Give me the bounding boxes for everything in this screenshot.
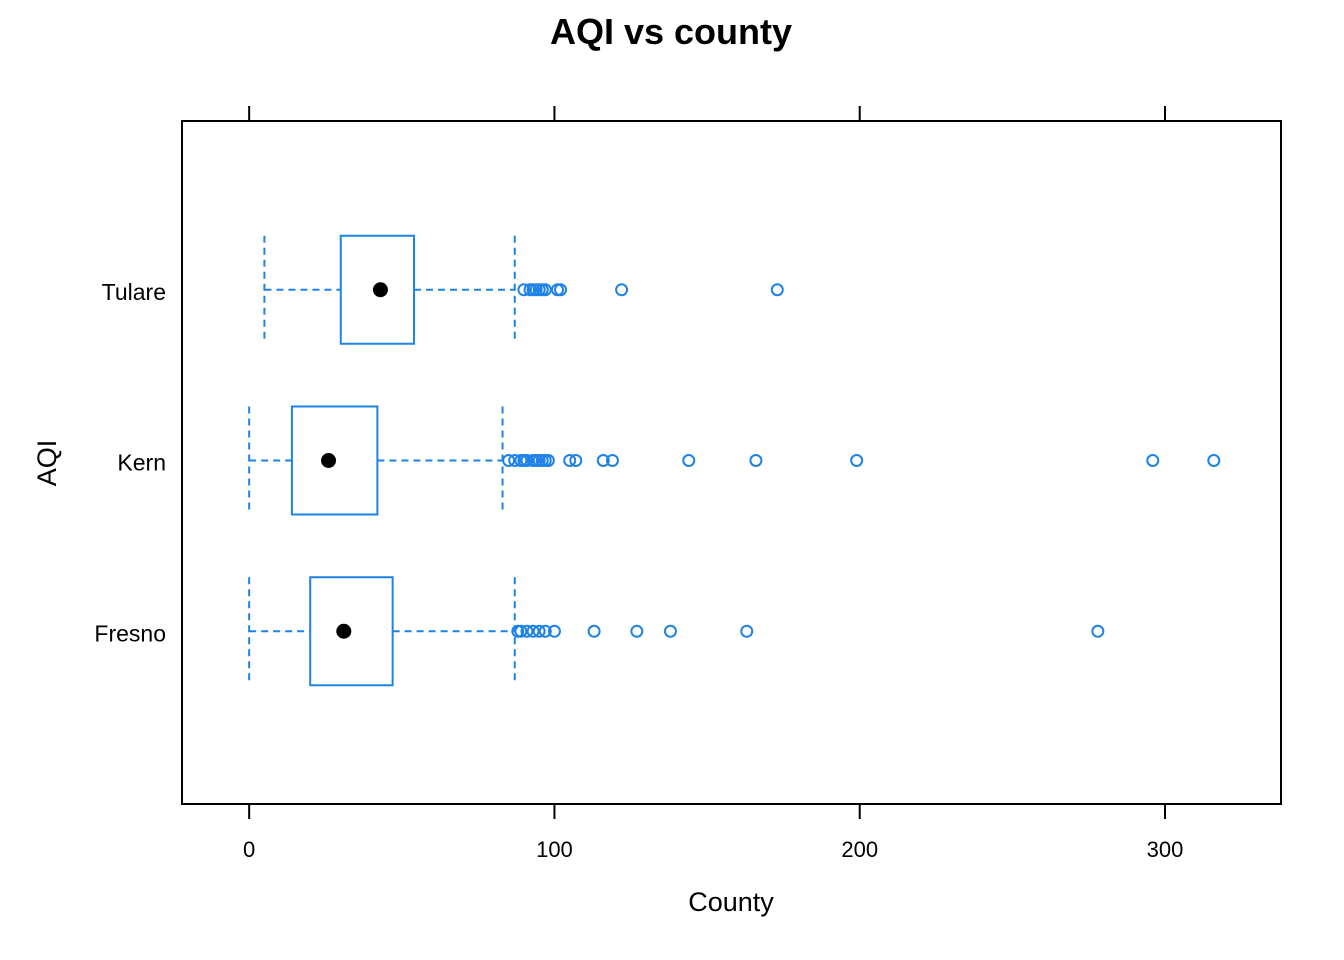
x-tick-label-0: 0 [243, 837, 255, 862]
bottom-axis: 0 100 200 300 [243, 804, 1183, 862]
median-dot-kern [321, 453, 337, 468]
iqr-box-tulare [339, 234, 416, 345]
outlier-tulare-9 [615, 283, 629, 297]
category-label-tulare: Tulare [102, 279, 166, 305]
outlier-kern-16 [749, 454, 763, 467]
x-tick-label-100: 100 [536, 837, 573, 862]
chart-title: AQI vs county [550, 11, 792, 52]
outlier-kern-19 [1207, 454, 1221, 467]
outlier-tulare-6 [538, 283, 552, 297]
box-group [248, 234, 1221, 687]
median-dot-tulare [372, 282, 388, 298]
outlier-tulare-0 [517, 283, 531, 297]
outlier-kern-11 [563, 454, 577, 467]
outlier-kern-14 [605, 454, 619, 467]
outlier-kern-12 [569, 454, 583, 467]
outlier-tulare-10 [770, 283, 784, 297]
box-fresno [248, 576, 1105, 687]
outlier-fresno-6 [547, 624, 561, 638]
outlier-tulare-8 [554, 283, 568, 297]
outlier-fresno-11 [1091, 624, 1105, 638]
box-tulare [263, 234, 784, 345]
x-tick-label-300: 300 [1147, 837, 1184, 862]
outlier-kern-0 [502, 454, 516, 467]
outlier-kern-15 [682, 454, 696, 467]
iqr-box-kern [290, 405, 379, 516]
x-axis-label: County [688, 887, 774, 917]
category-label-kern: Kern [117, 450, 166, 476]
category-labels: Fresno Kern Tulare [94, 279, 166, 647]
y-axis-label: AQI [32, 440, 62, 487]
top-axis-ticks [248, 106, 1166, 121]
outlier-kern-4 [520, 454, 534, 467]
x-tick-label-200: 200 [841, 837, 878, 862]
outlier-kern-13 [596, 454, 610, 467]
outlier-fresno-1 [514, 624, 528, 638]
plot-frame [181, 120, 1282, 805]
box-kern [248, 405, 1221, 516]
outlier-fresno-4 [532, 624, 546, 638]
median-dot-fresno [336, 623, 352, 639]
outlier-fresno-10 [740, 624, 754, 638]
outlier-kern-17 [850, 454, 864, 467]
outlier-fresno-9 [663, 624, 677, 638]
outlier-kern-10 [541, 454, 555, 467]
outlier-fresno-7 [587, 624, 601, 638]
outlier-fresno-5 [538, 624, 552, 638]
outlier-fresno-3 [526, 624, 540, 638]
outlier-kern-1 [508, 454, 522, 467]
iqr-box-fresno [309, 576, 394, 687]
outlier-kern-18 [1146, 454, 1160, 467]
category-label-fresno: Fresno [94, 620, 166, 646]
outlier-fresno-8 [630, 624, 644, 638]
outlier-fresno-2 [520, 624, 534, 638]
